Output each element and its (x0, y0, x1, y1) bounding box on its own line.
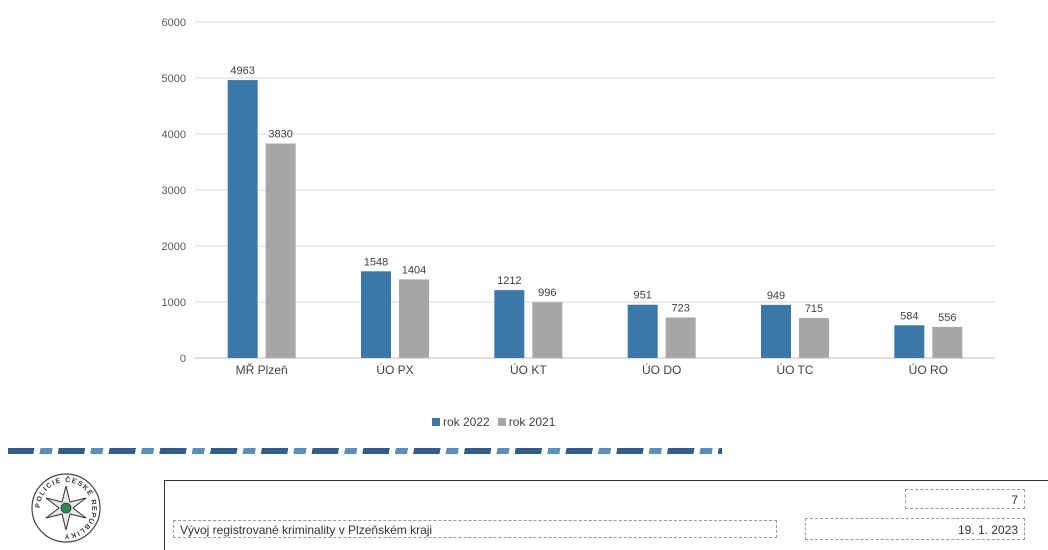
category-label: ÚO DO (642, 362, 681, 377)
bar (532, 302, 563, 358)
data-label: 949 (767, 290, 785, 302)
legend-swatch-2022 (432, 418, 440, 426)
bars (227, 80, 963, 359)
category-label: MŘ Plzeň (236, 362, 288, 377)
data-label: 1404 (402, 264, 426, 276)
bar (494, 290, 525, 358)
gridlines (195, 21, 995, 359)
y-tick-label: 6000 (162, 17, 186, 29)
y-tick-label: 0 (180, 353, 186, 365)
legend-swatch-2021 (497, 418, 506, 426)
data-label: 4963 (230, 65, 254, 77)
data-labels: 4963 3830 1548 1404 1212 996 951 723 949 715 584 55… (230, 65, 956, 324)
bar (399, 279, 429, 358)
bar (361, 271, 391, 358)
chart-legend: rok 2022 rok 2021 (432, 415, 555, 429)
bar-chart: 0 1000 2000 3000 4000 5000 6000 4963 3830 1548 14… (162, 17, 995, 377)
data-label: 996 (538, 287, 556, 299)
bar (265, 143, 296, 358)
legend-label-2021: rok 2021 (508, 415, 556, 429)
footer-date: 19. 1. 2023 (805, 518, 1025, 540)
data-label: 715 (805, 303, 823, 315)
y-tick-label: 1000 (162, 297, 186, 309)
footer-title: Vývoj registrované kriminality v Plzeňsk… (173, 520, 777, 538)
data-label: 1548 (364, 256, 388, 268)
bar (761, 304, 791, 358)
data-label: 1212 (497, 275, 521, 287)
y-tick-label: 5000 (162, 73, 186, 85)
bar (932, 326, 963, 358)
legend-label-2022: rok 2022 (443, 415, 490, 429)
data-label: 556 (938, 312, 956, 324)
legend-item-2021: rok 2021 (497, 415, 556, 429)
police-badge-icon: POLICIE ČESKÉ REPUBLIKY (31, 473, 101, 543)
category-labels: MŘ Plzeň ÚO PX ÚO KT ÚO DO ÚO TC ÚO RO (236, 362, 948, 377)
y-axis-ticks: 0 1000 2000 3000 4000 5000 6000 (162, 17, 186, 365)
y-tick-label: 3000 (162, 185, 186, 197)
category-label: ÚO TC (776, 362, 813, 377)
category-label: ÚO PX (376, 362, 413, 377)
data-label: 723 (671, 303, 689, 315)
bar (894, 325, 925, 358)
category-label: ÚO RO (909, 362, 948, 377)
y-tick-label: 2000 (162, 241, 186, 253)
bar (665, 317, 696, 358)
page-number: 7 (905, 489, 1025, 509)
y-tick-label: 4000 (162, 129, 186, 141)
legend-item-2022: rok 2022 (432, 415, 490, 429)
footer-frame (164, 480, 1048, 550)
category-label: ÚO KT (510, 362, 547, 377)
data-label: 584 (900, 310, 918, 322)
decorative-stripe (8, 448, 722, 454)
bar (799, 317, 829, 358)
data-label: 951 (633, 290, 651, 302)
bar (627, 304, 658, 358)
bar (227, 80, 258, 359)
data-label: 3830 (268, 129, 292, 141)
